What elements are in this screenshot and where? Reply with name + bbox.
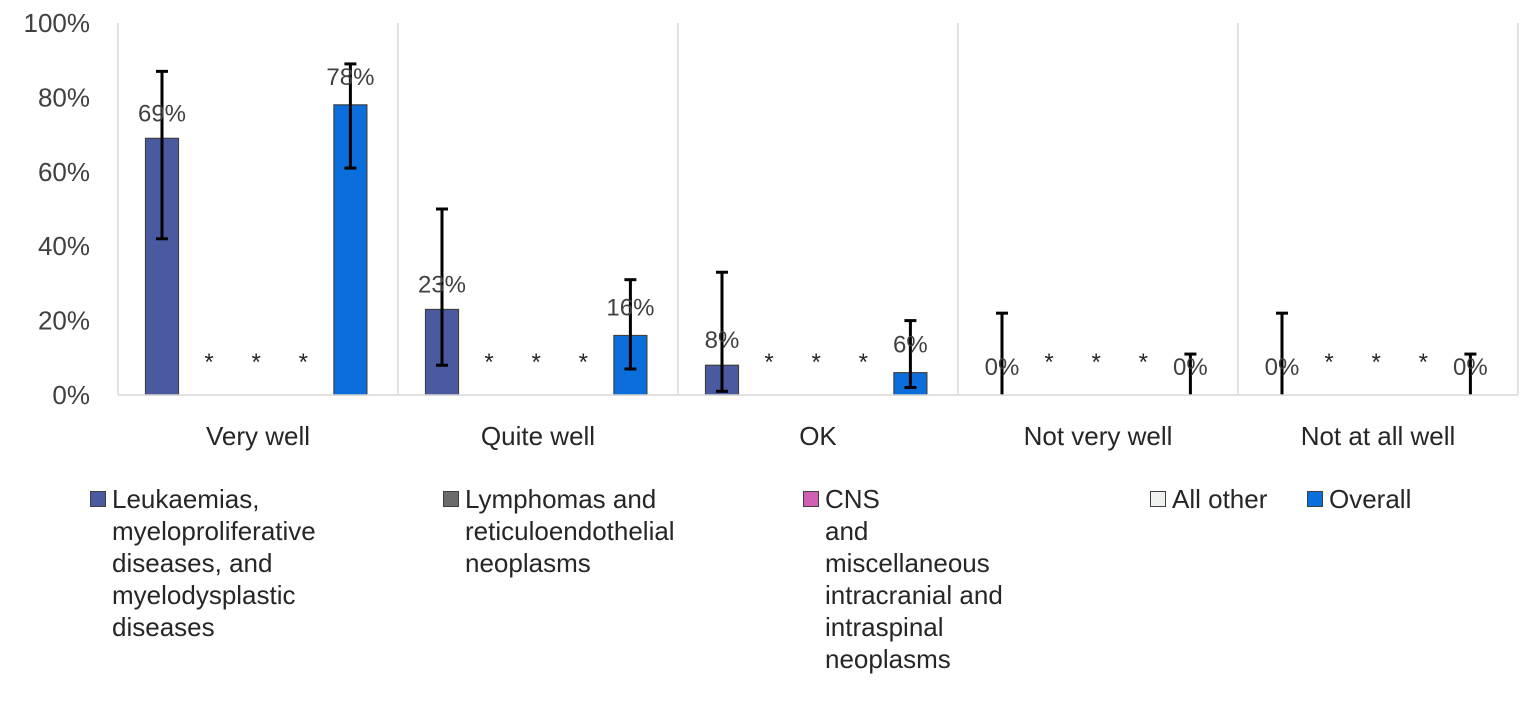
x-tick-label: Not at all well: [1301, 421, 1456, 451]
error-bars: [156, 62, 1477, 395]
data-label: 16%: [606, 294, 654, 321]
data-label: 6%: [893, 332, 928, 359]
category-separators: [117, 23, 1519, 395]
data-label: 8%: [705, 327, 740, 354]
y-tick-label: 40%: [38, 231, 90, 261]
suppressed-marker: *: [299, 349, 308, 376]
x-tick-label: Quite well: [481, 421, 595, 451]
y-tick-label: 80%: [38, 82, 90, 112]
data-label: 0%: [1265, 354, 1300, 381]
suppressed-marker: *: [252, 349, 261, 376]
data-label: 23%: [418, 271, 466, 298]
x-tick-label: Not very well: [1024, 421, 1173, 451]
y-tick-label: 0%: [52, 380, 90, 410]
suppressed-marker: *: [484, 349, 493, 376]
x-tick-label: Very well: [206, 421, 310, 451]
data-label: 69%: [138, 100, 186, 127]
y-tick-label: 20%: [38, 306, 90, 336]
suppressed-marker: *: [764, 349, 773, 376]
data-labels: 69% * * * 78% 23% * * * 16% 8% * * * 6% 0% * * * 0% 0% * * * 0%: [138, 64, 1488, 381]
y-axis: 0% 20% 40% 60% 80% 100%: [24, 8, 91, 410]
data-label: 0%: [1453, 354, 1488, 381]
suppressed-marker: *: [1324, 349, 1333, 376]
x-tick-label: OK: [799, 421, 837, 451]
suppressed-marker: *: [859, 349, 868, 376]
y-tick-label: 60%: [38, 157, 90, 187]
y-tick-label: 100%: [24, 8, 91, 38]
suppressed-marker: *: [532, 349, 541, 376]
suppressed-marker: *: [1092, 349, 1101, 376]
data-label: 0%: [1173, 354, 1208, 381]
suppressed-marker: *: [1139, 349, 1148, 376]
suppressed-marker: *: [812, 349, 821, 376]
suppressed-marker: *: [579, 349, 588, 376]
suppressed-marker: *: [1044, 349, 1053, 376]
data-label: 78%: [326, 64, 374, 91]
suppressed-marker: *: [204, 349, 213, 376]
suppressed-marker: *: [1419, 349, 1428, 376]
x-axis: Very well Quite well OK Not very well Not at…: [118, 394, 1518, 451]
suppressed-marker: *: [1372, 349, 1381, 376]
data-label: 0%: [985, 354, 1020, 381]
